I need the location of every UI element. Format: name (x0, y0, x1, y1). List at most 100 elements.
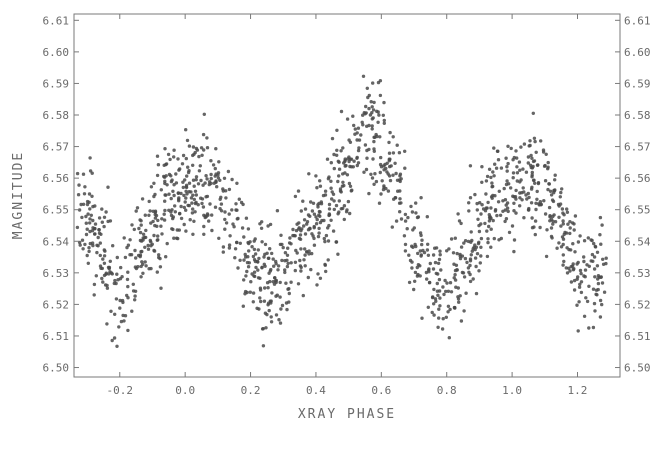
data-point (209, 176, 213, 181)
x-tick-label: 1.2 (568, 384, 588, 397)
data-point (158, 256, 162, 261)
data-point (387, 140, 391, 145)
data-point (309, 267, 313, 272)
data-point (191, 193, 195, 197)
data-point (562, 213, 566, 217)
data-point (415, 215, 420, 220)
data-point (182, 222, 186, 227)
data-point (449, 237, 454, 241)
data-point (263, 286, 267, 290)
data-point (155, 270, 159, 274)
data-point (302, 258, 306, 262)
data-point (324, 233, 329, 238)
data-point (182, 193, 186, 198)
data-point (274, 294, 278, 298)
data-point (191, 178, 196, 182)
data-point (214, 179, 218, 183)
data-point (215, 185, 219, 189)
data-point (360, 120, 364, 125)
data-point (147, 199, 151, 204)
data-point (75, 225, 80, 230)
data-point (567, 266, 571, 270)
y-tick-label: 6.54 (43, 235, 70, 248)
data-point (118, 306, 122, 310)
data-point (527, 144, 531, 148)
data-point (591, 259, 595, 263)
data-point (347, 181, 352, 186)
data-point (191, 163, 195, 167)
data-point (130, 223, 134, 227)
data-point (433, 297, 438, 301)
data-point (556, 202, 561, 207)
data-point (195, 148, 200, 152)
y-tick-label-right: 6.50 (624, 362, 651, 375)
data-point (317, 231, 321, 235)
data-point (573, 250, 577, 254)
data-point (318, 210, 322, 214)
data-point (98, 253, 103, 258)
data-point (435, 281, 439, 286)
data-point (479, 254, 483, 258)
data-point (105, 322, 109, 326)
data-point (155, 173, 160, 178)
data-point (359, 133, 363, 137)
data-point (257, 256, 261, 261)
data-point (224, 221, 229, 225)
data-point (355, 138, 359, 142)
data-point (187, 144, 192, 148)
data-point (140, 249, 144, 254)
data-point (387, 151, 392, 155)
data-point (244, 274, 248, 278)
data-point (539, 139, 543, 143)
data-point (576, 329, 580, 333)
data-point (128, 238, 132, 242)
data-point (553, 178, 557, 182)
data-point (413, 279, 417, 283)
data-point (90, 171, 94, 175)
data-point (381, 113, 385, 118)
data-point (258, 296, 262, 300)
data-point (447, 336, 451, 340)
data-point (192, 219, 196, 223)
data-point (181, 180, 185, 184)
data-point (518, 168, 522, 172)
x-tick-label: 1.0 (502, 384, 522, 397)
data-point (569, 248, 573, 252)
data-point (536, 181, 541, 186)
data-point (174, 172, 178, 176)
data-point (315, 217, 319, 222)
data-point (512, 209, 516, 213)
data-point (372, 100, 376, 105)
data-point (449, 290, 454, 294)
data-point (379, 155, 383, 160)
data-point (265, 251, 269, 255)
data-point (553, 220, 558, 224)
data-point (297, 236, 302, 241)
data-point (330, 190, 334, 194)
data-point (485, 254, 490, 259)
data-point (532, 136, 537, 140)
data-point (100, 266, 105, 271)
data-point (518, 196, 522, 200)
data-point (568, 269, 572, 273)
data-point (324, 269, 328, 274)
data-point (198, 164, 202, 168)
data-point (138, 230, 143, 235)
data-point (317, 226, 321, 231)
data-point (243, 252, 247, 257)
data-point (365, 156, 369, 160)
data-point (336, 252, 340, 256)
data-point (205, 146, 210, 150)
data-point (534, 150, 538, 154)
data-point (410, 210, 415, 214)
data-point (202, 224, 206, 229)
data-point (126, 243, 131, 247)
data-point (495, 149, 500, 153)
data-point (332, 166, 336, 171)
data-point (205, 212, 210, 216)
data-point (235, 240, 239, 245)
data-point (201, 183, 205, 187)
data-point (283, 268, 287, 272)
data-point (308, 226, 312, 230)
data-point (512, 201, 516, 205)
